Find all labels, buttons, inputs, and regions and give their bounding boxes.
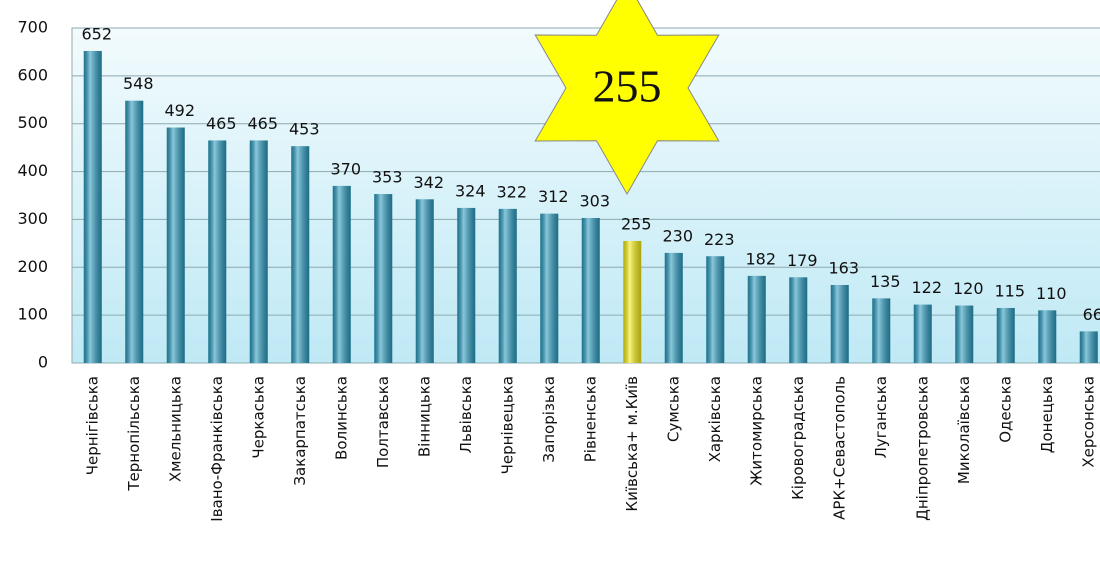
bar-shade xyxy=(913,304,932,363)
bar-shade xyxy=(498,208,517,363)
x-tick-label: Волинська xyxy=(332,376,350,460)
y-tick-label: 500 xyxy=(17,113,48,132)
x-tick-label: Донецька xyxy=(1038,376,1056,453)
bar-shade xyxy=(747,275,766,363)
value-label: 163 xyxy=(828,258,859,277)
bar-shade xyxy=(166,127,185,364)
x-tick-label: Черкаська xyxy=(249,376,267,459)
value-label: 548 xyxy=(123,74,154,93)
bar-shade xyxy=(1038,310,1057,363)
value-label: 342 xyxy=(413,173,444,192)
bar-shade xyxy=(1079,331,1098,363)
x-tick-label: Тернопільська xyxy=(125,376,143,492)
value-label: 465 xyxy=(206,114,237,133)
y-tick-label: 100 xyxy=(17,305,48,324)
x-tick-label: Вінницька xyxy=(415,376,433,457)
bar-shade xyxy=(789,277,808,363)
bar-shade xyxy=(664,252,683,363)
x-tick-label: Київська+ м.Київ xyxy=(623,376,641,512)
value-label: 370 xyxy=(330,159,361,178)
bar-shade xyxy=(332,185,351,363)
bar-shade xyxy=(208,140,227,363)
value-label: 312 xyxy=(538,187,569,206)
x-tick-label: Закарпатська xyxy=(291,376,309,486)
value-label: 223 xyxy=(704,230,735,249)
bar-shade xyxy=(830,284,849,363)
bar-shade xyxy=(249,140,268,363)
value-label: 179 xyxy=(787,251,818,270)
bar-shade xyxy=(125,100,144,363)
x-tick-label: АРК+Севастополь xyxy=(830,376,848,520)
value-label: 353 xyxy=(372,168,403,187)
y-tick-label: 0 xyxy=(38,353,48,372)
bar-shade xyxy=(955,305,974,363)
value-label: 324 xyxy=(455,181,486,200)
x-tick-label: Дніпропетровська xyxy=(913,376,931,521)
bar-shade xyxy=(581,217,600,363)
y-tick-label: 600 xyxy=(17,65,48,84)
y-tick-label: 700 xyxy=(17,18,48,37)
value-label: 453 xyxy=(289,120,320,139)
value-label: 135 xyxy=(870,272,901,291)
bar-shade xyxy=(623,240,642,363)
bar-shade xyxy=(83,50,102,363)
x-tick-label: Хмельницька xyxy=(166,376,184,482)
x-tick-label: Рівненська xyxy=(581,376,599,462)
x-tick-label: Івано-Франківська xyxy=(208,376,226,522)
x-tick-label: Миколаївська xyxy=(955,376,973,484)
bar-shade xyxy=(706,256,725,363)
y-tick-label: 200 xyxy=(17,257,48,276)
bar-shade xyxy=(291,146,310,363)
bar-shade xyxy=(457,207,476,363)
value-label: 110 xyxy=(1036,284,1067,303)
x-tick-label: Одеська xyxy=(996,376,1014,443)
y-tick-label: 300 xyxy=(17,209,48,228)
x-tick-label: Харківська xyxy=(706,376,724,462)
value-label: 303 xyxy=(579,191,610,210)
x-tick-label: Полтавська xyxy=(374,376,392,468)
value-label: 230 xyxy=(662,226,693,245)
x-tick-label: Кіровоградська xyxy=(789,376,807,500)
value-label: 122 xyxy=(911,278,942,297)
x-tick-label: Львівська xyxy=(457,376,475,453)
x-tick-label: Чернівецька xyxy=(498,376,516,474)
value-label: 465 xyxy=(247,114,278,133)
x-tick-label: Житомирська xyxy=(747,376,765,486)
bar-shade xyxy=(872,298,891,363)
x-tick-label: Луганська xyxy=(872,376,890,458)
x-tick-label: Херсонська xyxy=(1079,376,1097,468)
bar-shade xyxy=(374,194,393,363)
bar-shade xyxy=(540,213,559,363)
value-label: 492 xyxy=(164,101,195,120)
value-label: 120 xyxy=(953,279,984,298)
value-label: 66 xyxy=(1083,305,1100,324)
value-label: 255 xyxy=(621,214,652,233)
value-label: 322 xyxy=(496,182,527,201)
value-label: 115 xyxy=(994,281,1025,300)
x-tick-label: Сумська xyxy=(664,376,682,442)
annotation: 255 xyxy=(593,61,662,112)
y-tick-label: 400 xyxy=(17,161,48,180)
bar-shade xyxy=(415,199,434,363)
x-tick-label: Чернігівська xyxy=(83,376,101,475)
value-label: 182 xyxy=(745,249,776,268)
value-label: 652 xyxy=(81,24,112,43)
star xyxy=(534,0,720,196)
x-tick-label: Запорізька xyxy=(540,376,558,463)
bar-shade xyxy=(996,307,1015,363)
